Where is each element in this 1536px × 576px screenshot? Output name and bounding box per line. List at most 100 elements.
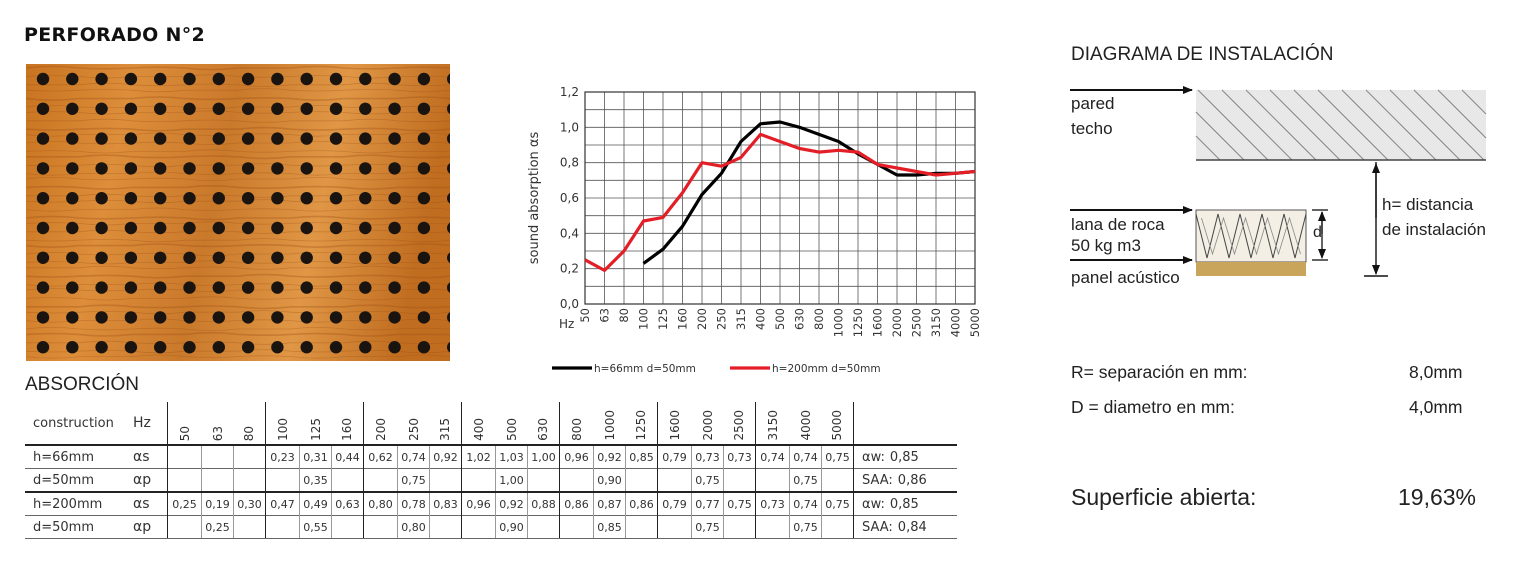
freq-header-label: 2500 <box>732 410 747 441</box>
freq-header: 160 <box>332 402 364 445</box>
value-cell: 0,90 <box>593 468 626 492</box>
value-cell <box>755 515 790 539</box>
freq-header: 50 <box>167 402 202 445</box>
freq-header-label: 1000 <box>602 410 617 441</box>
table-header-row: construction Hz 50 63 80 100 125 160 200 250 315… <box>25 402 957 445</box>
perforation-hole <box>388 281 401 294</box>
value-cell <box>559 468 594 492</box>
value-cell: 0,63 <box>331 491 364 516</box>
perforation-hole <box>124 132 138 145</box>
hz-header: Hz <box>133 415 151 431</box>
perforation-hole <box>300 221 313 235</box>
lana-label: lana de roca <box>1071 215 1165 234</box>
freq-header: 200 <box>363 402 398 445</box>
installation-diagram <box>1070 86 1487 277</box>
perforation-hole <box>183 192 196 205</box>
perforation-hole <box>212 102 225 115</box>
superficie-label: Superficie abierta: <box>1071 484 1257 510</box>
value-cell: 0,75 <box>789 468 822 492</box>
perforation-hole <box>212 341 225 354</box>
value-cell <box>527 468 560 492</box>
freq-header-label: 500 <box>504 418 519 441</box>
perforation-hole <box>271 102 284 115</box>
value-cell: 0,74 <box>397 444 430 469</box>
value-cell <box>331 468 364 492</box>
perforation-hole <box>359 251 372 264</box>
freq-header-label: 1600 <box>667 410 682 441</box>
construction-cell: h=200mm <box>25 491 133 516</box>
value-cell: 0,73 <box>755 491 790 516</box>
perforation-hole <box>271 132 284 145</box>
value-cell: 0,85 <box>625 444 658 469</box>
value-cell: 0,25 <box>167 491 202 516</box>
perforation-hole <box>300 72 313 86</box>
freq-header: 800 <box>559 402 594 445</box>
value-cell: 0,75 <box>397 468 430 492</box>
freq-header-label: 100 <box>275 418 290 441</box>
value-cell: 0,73 <box>723 444 756 469</box>
table-row: d=50mm αp 0,35 0,75 1,00 0,90 0,75 0,75 SAA: 0,86 <box>25 468 957 492</box>
perforation-hole <box>241 341 255 354</box>
x-tick-label: 315 <box>734 308 748 330</box>
perforation-hole <box>388 132 401 145</box>
value-cell <box>233 468 266 492</box>
d-spec-value: 4,0mm <box>1409 397 1463 417</box>
freq-header: 315 <box>430 402 462 445</box>
perforation-hole <box>417 311 431 324</box>
perforation-hole <box>359 162 372 175</box>
perforation-hole <box>300 192 313 205</box>
summary-value: 0,85 <box>889 449 919 465</box>
perforation-hole <box>417 72 431 86</box>
absorcion-heading: ABSORCIÓN <box>25 374 140 395</box>
perforation-hole <box>212 132 225 145</box>
perforation-hole <box>329 341 343 354</box>
freq-header-label: 160 <box>340 418 355 441</box>
perforation-hole <box>359 192 372 205</box>
freq-header: 3150 <box>755 402 790 445</box>
freq-header: 2500 <box>724 402 756 445</box>
perforation-hole <box>36 72 50 86</box>
perforation-hole <box>154 221 167 235</box>
value-cell: 0,44 <box>331 444 364 469</box>
perforation-hole <box>124 221 138 235</box>
perforation-hole <box>359 281 372 294</box>
perforation-hole <box>417 251 431 264</box>
perforation-hole <box>66 251 79 264</box>
perforation-hole <box>183 221 196 235</box>
perforation-hole <box>95 221 108 235</box>
value-cell <box>167 444 202 469</box>
value-cell: 0,55 <box>299 515 332 539</box>
perforation-hole <box>447 252 450 264</box>
value-cell <box>201 468 234 492</box>
summary-cell: αw: 0,85 <box>853 444 957 469</box>
perforation-hole <box>388 72 401 86</box>
perforation-hole <box>66 311 79 324</box>
x-tick-label: 1250 <box>851 308 865 337</box>
perforation-hole <box>212 72 225 86</box>
perforation-hole <box>300 311 313 324</box>
perforation-hole <box>447 163 450 174</box>
perforation-hole <box>388 102 401 115</box>
perforation-hole <box>359 341 372 354</box>
summary-label: αw: <box>862 496 885 512</box>
perforation-hole <box>95 281 108 294</box>
perforation-hole <box>95 72 108 86</box>
x-tick-label: 160 <box>676 308 690 330</box>
value-cell <box>625 515 658 539</box>
perforation-hole <box>183 102 196 115</box>
perforation-hole <box>417 341 431 354</box>
perforation-hole <box>212 281 225 294</box>
y-axis-label: sound absorption αs <box>527 132 542 265</box>
value-cell <box>363 515 398 539</box>
perforation-hole <box>124 251 138 264</box>
perforation-hole <box>124 102 138 115</box>
lana-density-label: 50 kg m3 <box>1071 236 1141 255</box>
perforation-hole <box>329 221 343 235</box>
perforation-hole <box>241 251 255 264</box>
perforation-hole <box>417 281 431 294</box>
perforation-hole <box>417 221 431 235</box>
perforated-panel-image <box>26 64 450 361</box>
perforation-hole <box>271 221 284 235</box>
perforation-hole <box>124 281 138 294</box>
perforation-hole <box>66 221 79 235</box>
